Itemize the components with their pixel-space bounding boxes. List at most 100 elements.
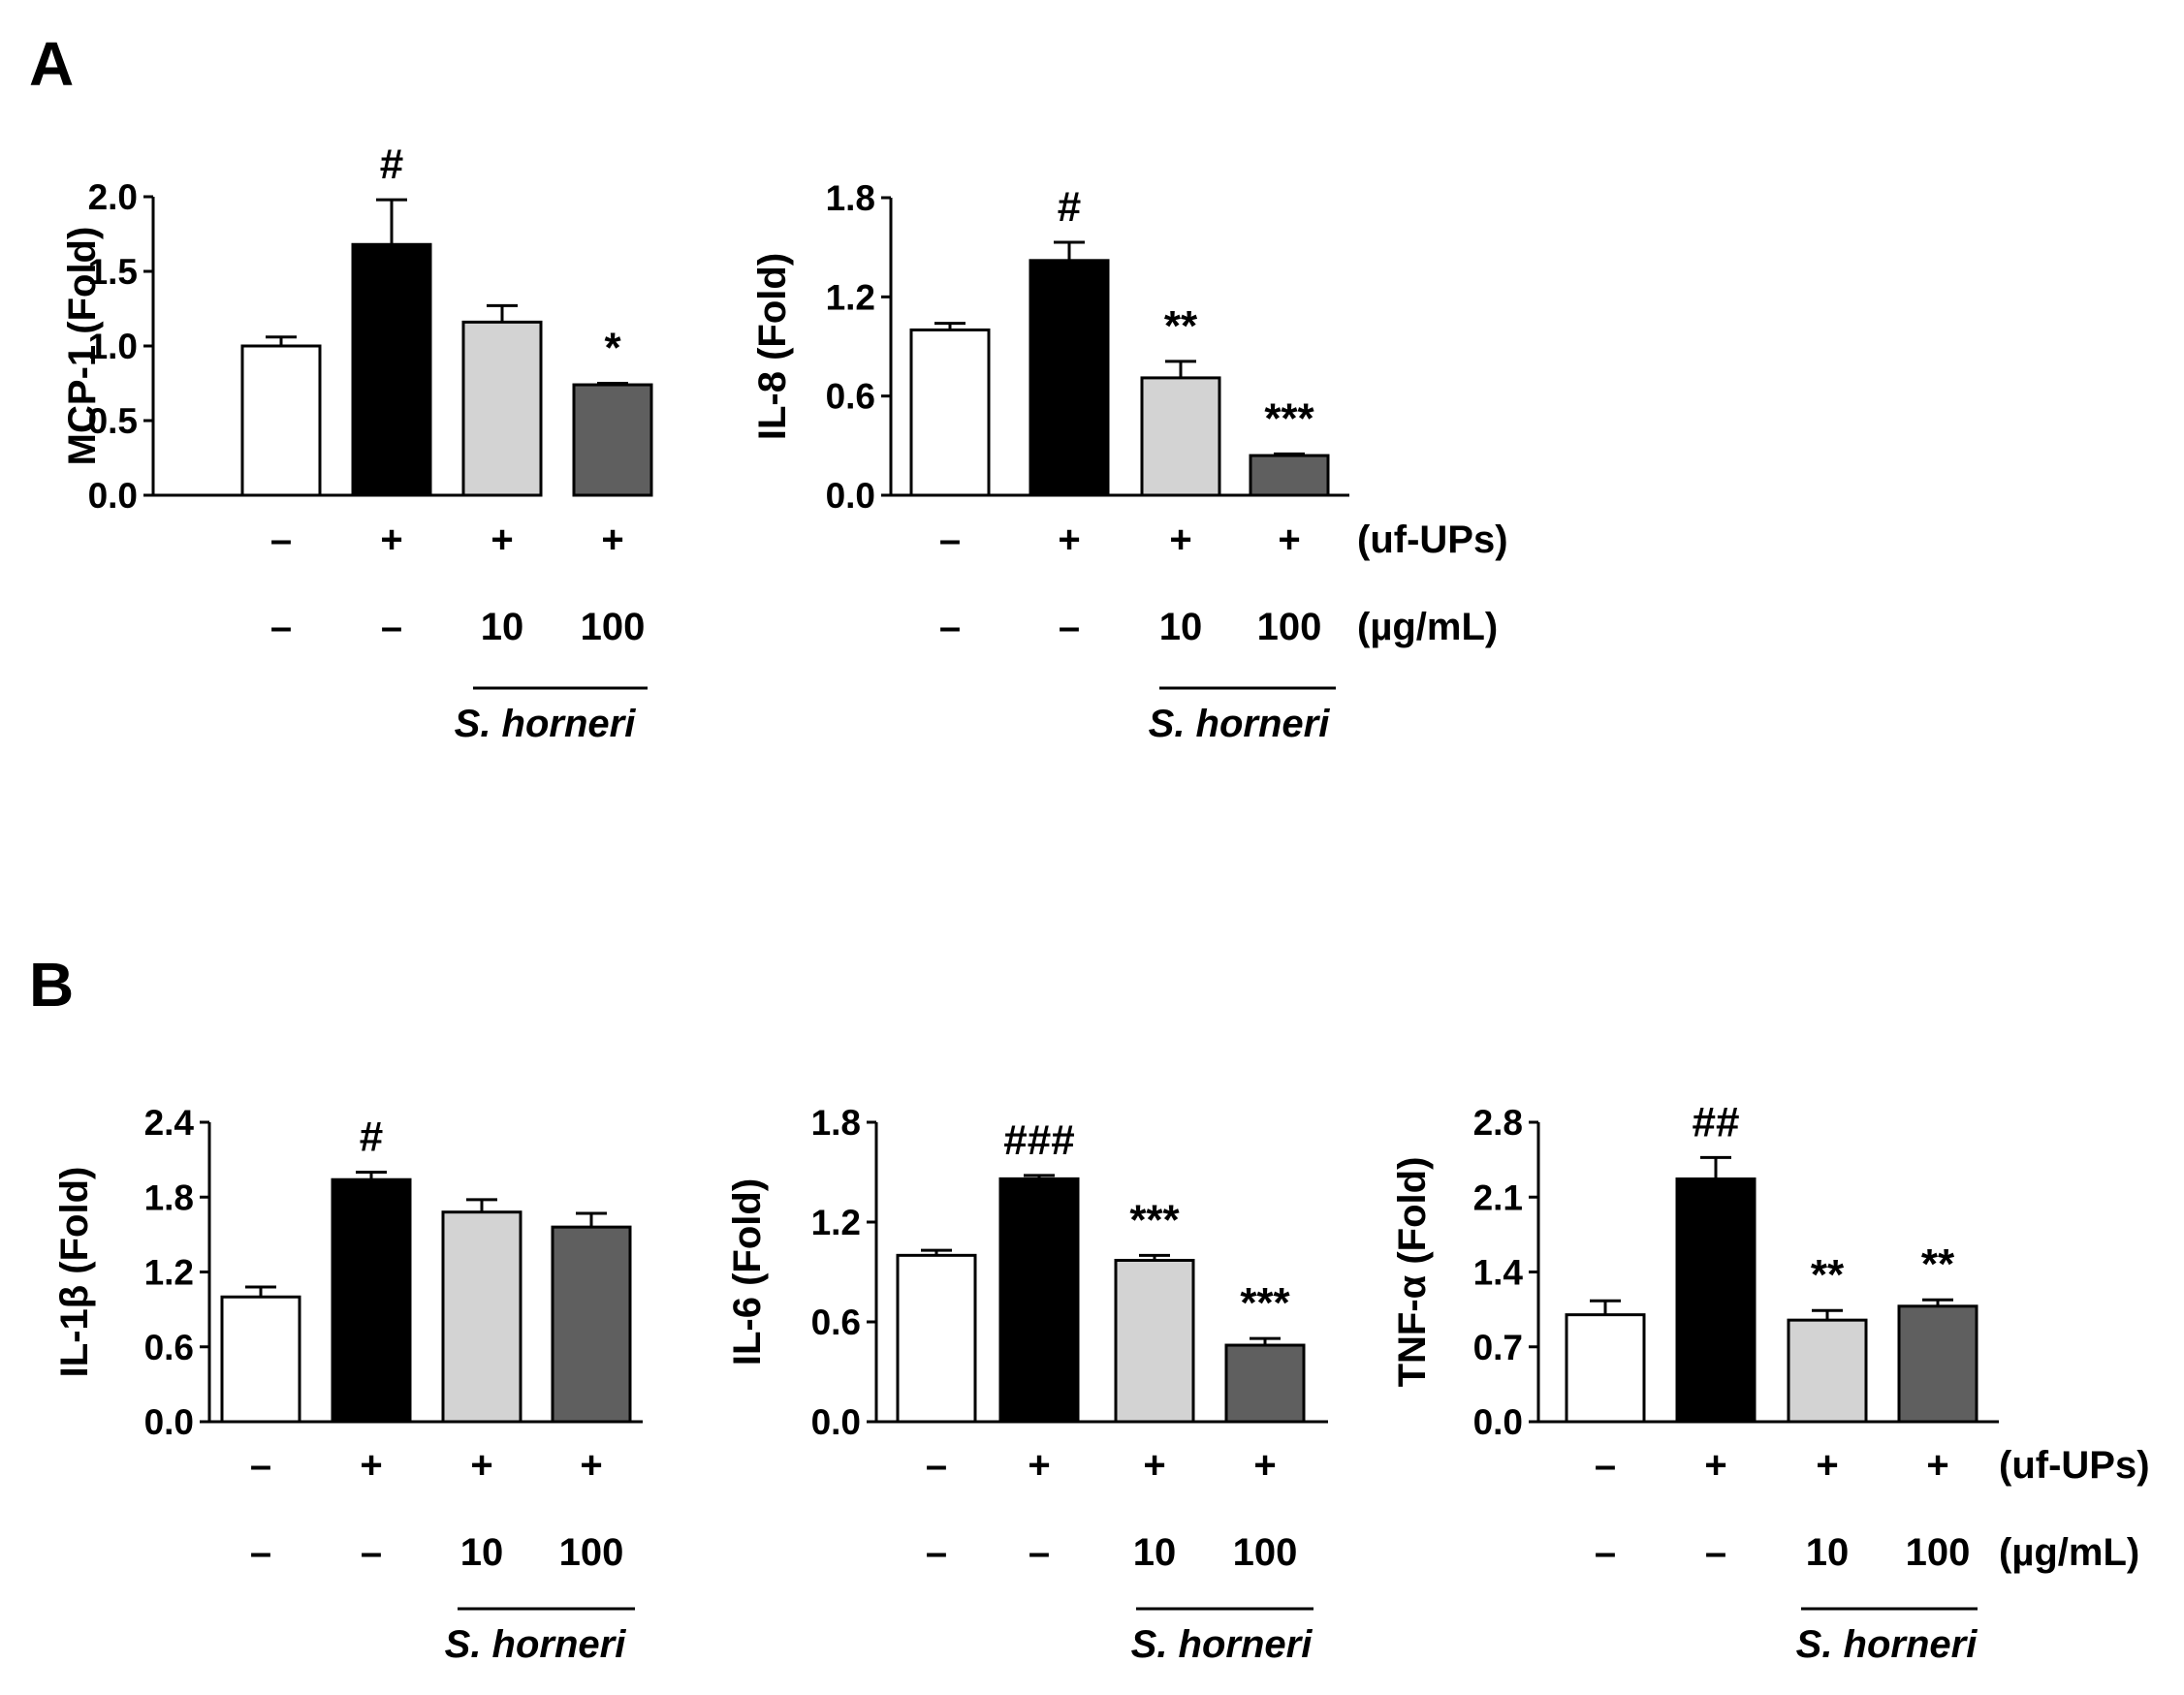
- y-tick-label: 0.0: [826, 476, 875, 516]
- significance-mark: *: [604, 325, 621, 372]
- bar-3: [461, 320, 543, 497]
- concentration-value: 10: [1806, 1531, 1850, 1574]
- y-tick-label: 0.5: [88, 401, 138, 441]
- bar-3: [1140, 376, 1221, 497]
- uf-ups-indicator: –: [270, 518, 292, 561]
- y-tick-label: 0.0: [811, 1402, 861, 1442]
- concentration-value: 100: [581, 606, 646, 648]
- bar-2: [351, 242, 432, 497]
- uf-ups-indicator: +: [601, 518, 623, 561]
- y-axis-label: TNF-α (Fold): [1391, 1157, 1434, 1388]
- significance-mark: ***: [1264, 394, 1314, 442]
- y-tick-label: 1.8: [811, 1103, 861, 1143]
- y-tick-label: 0.6: [826, 377, 875, 417]
- concentration-value: –: [1059, 606, 1080, 648]
- chart-2: 0.00.61.21.8IL-8 (Fold)#*****––+–+10+100…: [751, 178, 1508, 745]
- species-label: S. horneri: [1149, 703, 1331, 745]
- uf-ups-indicator: +: [1028, 1444, 1050, 1487]
- chart-4: 0.0 0.6 1.2 1.8 IL-6 (Fold) ### *** *** – – + – +10 +…: [726, 1103, 1328, 1666]
- concentration-value: 10: [1159, 606, 1203, 648]
- bar-3: [441, 1210, 522, 1424]
- bar-3: [1114, 1258, 1195, 1424]
- y-tick-label: 1.2: [811, 1203, 861, 1242]
- uf-ups-indicator: +: [491, 518, 513, 561]
- y-tick-label: 0.6: [811, 1303, 861, 1342]
- significance-mark: #: [380, 141, 403, 188]
- bar-1: [220, 1295, 301, 1424]
- bar-1: [896, 1253, 977, 1424]
- concentration-value: 10: [1133, 1531, 1177, 1574]
- y-tick-label: 0.0: [88, 476, 138, 516]
- uf-ups-indicator: –: [250, 1444, 271, 1487]
- bar-3: [1787, 1318, 1868, 1424]
- species-label: S. horneri: [455, 703, 637, 745]
- concentration-value: –: [250, 1531, 271, 1574]
- y-tick-label: 0.7: [1473, 1328, 1523, 1367]
- panel-label-a: A: [29, 29, 74, 99]
- concentration-value: –: [926, 1531, 947, 1574]
- uf-ups-indicator: +: [1169, 518, 1191, 561]
- uf-ups-indicator: +: [1926, 1444, 1948, 1487]
- bar-2: [998, 1177, 1080, 1424]
- uf-ups-indicator: +: [1058, 518, 1080, 561]
- concentration-value: –: [270, 606, 292, 648]
- uf-ups-indicator: +: [1278, 518, 1300, 561]
- significance-mark: #: [360, 1114, 383, 1161]
- concentration-value: –: [1029, 1531, 1050, 1574]
- significance-mark: #: [1058, 183, 1081, 231]
- significance-mark: ***: [1240, 1279, 1290, 1327]
- y-tick-label: 1.8: [144, 1177, 194, 1217]
- y-tick-label: 1.4: [1473, 1253, 1524, 1293]
- concentration-value: 100: [559, 1531, 624, 1574]
- y-tick-label: 2.8: [1473, 1103, 1523, 1143]
- concentration-value: –: [1705, 1531, 1726, 1574]
- y-tick-label: 1.2: [826, 277, 875, 317]
- y-tick-label: 0.0: [1473, 1402, 1523, 1442]
- bar-1: [240, 344, 322, 497]
- bar-4: [551, 1225, 632, 1424]
- significance-mark: **: [1921, 1240, 1955, 1288]
- concentration-value: 10: [460, 1531, 504, 1574]
- concentration-value: 100: [1906, 1531, 1971, 1574]
- uf-ups-indicator: –: [926, 1444, 947, 1487]
- y-tick-label: 1.5: [88, 252, 138, 292]
- uf-ups-indicator: –: [939, 518, 961, 561]
- y-tick-label: 2.0: [88, 177, 138, 217]
- bar-1: [1565, 1313, 1646, 1424]
- concentration-value: 100: [1257, 606, 1322, 648]
- uf-ups-indicator: +: [360, 1444, 382, 1487]
- y-tick-label: 2.1: [1473, 1177, 1523, 1217]
- significance-mark: ***: [1129, 1196, 1180, 1243]
- y-axis-label: IL-6 (Fold): [726, 1178, 769, 1365]
- bar-4: [572, 383, 653, 497]
- uf-ups-indicator: +: [380, 518, 402, 561]
- y-tick-label: 1.2: [144, 1253, 194, 1293]
- uf-ups-indicator: +: [1704, 1444, 1726, 1487]
- uf-ups-indicator: +: [580, 1444, 602, 1487]
- significance-mark: ##: [1693, 1098, 1740, 1146]
- uf-ups-indicator: +: [1816, 1444, 1838, 1487]
- bar-4: [1249, 454, 1330, 497]
- y-tick-label: 1.8: [826, 178, 875, 218]
- y-tick-label: 0.6: [144, 1328, 194, 1367]
- uf-ups-indicator: –: [1595, 1444, 1616, 1487]
- concentration-row-label: (µg/mL): [1357, 606, 1498, 648]
- concentration-value: –: [1595, 1531, 1616, 1574]
- significance-mark: ###: [1003, 1116, 1074, 1164]
- chart-1: 0.0 0.5 1.0 1.5 2.0 MCP-1 (Fold) # * – – + – +10 +100…: [61, 141, 653, 745]
- y-tick-label: 2.4: [144, 1103, 195, 1143]
- y-axis-label: IL-1β (Fold): [53, 1167, 96, 1378]
- bar-2: [1029, 259, 1110, 497]
- chart-5: 0.0 0.7 1.4 2.1 2.8 TNF-α (Fold) ## ** ** – – + – +10…: [1391, 1098, 2150, 1666]
- concentration-row-label: (µg/mL): [1999, 1531, 2139, 1574]
- concentration-value: –: [939, 606, 961, 648]
- uf-ups-row-label: (uf-UPs): [1999, 1444, 2150, 1487]
- chart-3: 0.0 0.6 1.2 1.8 2.4 IL-1β (Fold) # – – + – +10 +100 S…: [53, 1103, 643, 1666]
- uf-ups-row-label: (uf-UPs): [1357, 518, 1508, 561]
- species-label: S. horneri: [1131, 1623, 1314, 1666]
- concentration-value: –: [381, 606, 402, 648]
- uf-ups-indicator: +: [1143, 1444, 1165, 1487]
- bar-2: [331, 1177, 412, 1424]
- species-label: S. horneri: [445, 1623, 627, 1666]
